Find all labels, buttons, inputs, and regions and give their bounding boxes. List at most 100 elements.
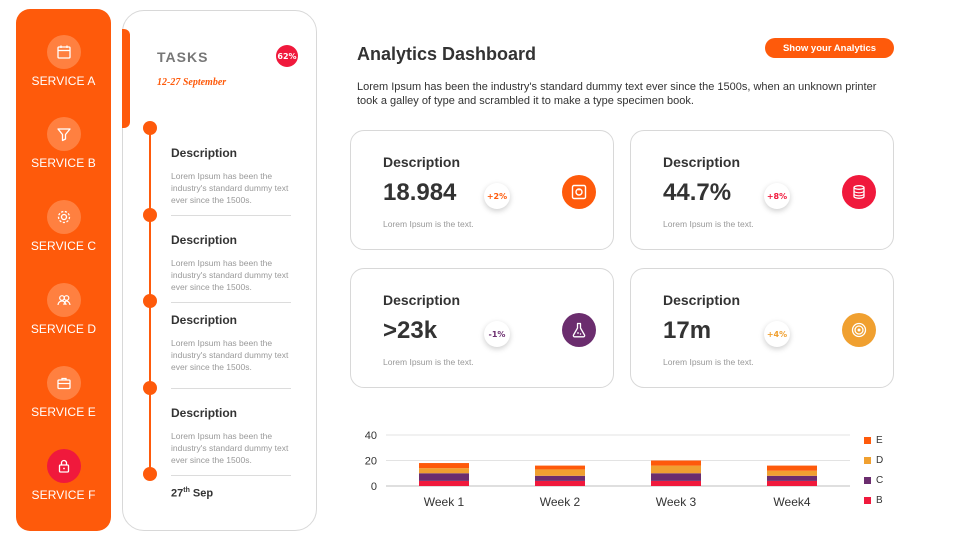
card-title: Description bbox=[383, 154, 461, 170]
y-tick-label: 40 bbox=[365, 430, 377, 442]
briefcase-icon bbox=[46, 366, 81, 400]
users-icon bbox=[46, 283, 81, 317]
timeline-item[interactable]: Description Lorem Ipsum has been the ind… bbox=[171, 406, 293, 466]
page-title: Analytics Dashboard bbox=[357, 44, 537, 64]
x-tick-label: Week 1 bbox=[424, 495, 465, 509]
card-change-badge: +2% bbox=[484, 183, 510, 209]
timeline-dot bbox=[143, 381, 157, 395]
card-title: Description bbox=[663, 292, 741, 308]
timeline-divider bbox=[171, 215, 291, 216]
card-subtext: Lorem Ipsum is the text. bbox=[663, 357, 754, 367]
card-value: 18.984 bbox=[383, 179, 457, 206]
sidebar: SERVICE A SERVICE B SERVICE C SERVICE D … bbox=[16, 9, 111, 531]
card-title: Description bbox=[383, 292, 461, 308]
timeline-item-heading: Description bbox=[171, 406, 238, 420]
x-tick-label: Week4 bbox=[773, 495, 810, 509]
sidebar-item-label: SERVICE B bbox=[31, 156, 96, 170]
sidebar-item-service-d[interactable]: SERVICE D bbox=[16, 283, 111, 336]
timeline-item[interactable]: Description Lorem Ipsum has been the ind… bbox=[171, 146, 293, 206]
bar-segment-b bbox=[651, 480, 701, 486]
sidebar-item-label: SERVICE F bbox=[31, 488, 96, 502]
card-change-badge: -1% bbox=[484, 321, 510, 347]
legend-swatch bbox=[864, 476, 871, 484]
lock-icon bbox=[46, 449, 81, 483]
bar-segment-d bbox=[767, 470, 817, 476]
show-analytics-button[interactable]: Show your Analytics bbox=[765, 38, 894, 58]
sidebar-item-service-e[interactable]: SERVICE E bbox=[16, 366, 111, 419]
bar-segment-b bbox=[535, 480, 585, 486]
metric-card[interactable]: Description 44.7% +8% Lorem Ipsum is the… bbox=[630, 130, 894, 250]
timeline-divider bbox=[171, 388, 291, 389]
timeline-item[interactable]: Description Lorem Ipsum has been the ind… bbox=[171, 313, 293, 373]
timeline-item-heading: Description bbox=[171, 146, 238, 160]
sidebar-item-service-b[interactable]: SERVICE B bbox=[16, 117, 111, 170]
legend-swatch bbox=[864, 436, 871, 444]
x-tick-label: Week 3 bbox=[656, 495, 697, 509]
end-day: 27 bbox=[171, 487, 184, 500]
card-subtext: Lorem Ipsum is the text. bbox=[383, 357, 474, 367]
bar-segment-d bbox=[535, 469, 585, 476]
legend-swatch bbox=[864, 496, 871, 504]
bar-segment-d bbox=[651, 465, 701, 474]
bar-segment-e bbox=[535, 465, 585, 470]
timeline-item[interactable]: Description Lorem Ipsum has been the ind… bbox=[171, 233, 293, 293]
bar-segment-c bbox=[767, 475, 817, 481]
timeline-end-date: 27th Sep bbox=[171, 487, 213, 500]
legend-item: B bbox=[864, 490, 883, 510]
timeline-divider bbox=[171, 475, 291, 476]
card-subtext: Lorem Ipsum is the text. bbox=[383, 219, 474, 229]
card-value: 44.7% bbox=[663, 179, 732, 206]
tasks-panel: TASKS 62% 12-27 September Description Lo… bbox=[122, 10, 317, 531]
funnel-icon bbox=[46, 117, 81, 151]
sidebar-item-service-a[interactable]: SERVICE A bbox=[16, 35, 111, 88]
bar-segment-c bbox=[535, 475, 585, 481]
flask-icon bbox=[562, 313, 596, 347]
metric-card[interactable]: Description >23k -1% Lorem Ipsum is the … bbox=[350, 268, 614, 388]
timeline-item-text: Lorem Ipsum has been the industry's stan… bbox=[171, 258, 289, 292]
end-month: Sep bbox=[192, 487, 214, 500]
target-icon bbox=[842, 313, 876, 347]
metric-card[interactable]: Description 17m +4% Lorem Ipsum is the t… bbox=[630, 268, 894, 388]
legend-swatch bbox=[864, 456, 871, 464]
legend-item: E bbox=[864, 430, 883, 450]
bar-segment-c bbox=[651, 473, 701, 481]
timeline-dot bbox=[143, 294, 157, 308]
database-icon bbox=[842, 175, 876, 209]
tasks-title: TASKS bbox=[157, 49, 209, 65]
tasks-progress-badge: 62% bbox=[276, 45, 298, 67]
timeline-dot bbox=[143, 208, 157, 222]
timeline-item-heading: Description bbox=[171, 233, 238, 247]
bar-segment-c bbox=[419, 473, 469, 481]
bar-segment-e bbox=[651, 460, 701, 466]
card-value: 17m bbox=[663, 317, 712, 344]
legend-item: D bbox=[864, 450, 883, 470]
y-tick-label: 0 bbox=[371, 481, 377, 493]
card-change-badge: +8% bbox=[764, 183, 790, 209]
stacked-bar-chart: 0 20 40 Week 1 Week 2 Week 3 Week4 bbox=[350, 422, 910, 522]
card-value: >23k bbox=[383, 317, 438, 344]
y-tick-label: 20 bbox=[365, 456, 377, 468]
sidebar-item-label: SERVICE A bbox=[31, 74, 96, 88]
sidebar-item-service-f[interactable]: SERVICE F bbox=[16, 449, 111, 502]
bar-segment-b bbox=[419, 480, 469, 486]
sidebar-item-label: SERVICE C bbox=[30, 239, 97, 253]
legend-label: B bbox=[876, 494, 883, 506]
bar-segment-e bbox=[767, 465, 817, 471]
legend-label: E bbox=[876, 434, 883, 446]
bar-segment-b bbox=[767, 480, 817, 486]
chart-canvas: 0 20 40 Week 1 Week 2 Week 3 Week4 bbox=[365, 430, 850, 509]
bar-segment-d bbox=[419, 468, 469, 474]
intro-text: Lorem Ipsum has been the industry's stan… bbox=[357, 81, 877, 107]
gear-icon bbox=[46, 200, 81, 234]
card-subtext: Lorem Ipsum is the text. bbox=[663, 219, 754, 229]
safe-icon bbox=[562, 175, 596, 209]
legend-label: D bbox=[876, 454, 884, 466]
timeline-item-text: Lorem Ipsum has been the industry's stan… bbox=[171, 338, 289, 372]
card-title: Description bbox=[663, 154, 741, 170]
bar-segment-e bbox=[419, 463, 469, 469]
metric-card[interactable]: Description 18.984 +2% Lorem Ipsum is th… bbox=[350, 130, 614, 250]
tasks-date-range: 12-27 September bbox=[157, 77, 227, 88]
timeline-item-text: Lorem Ipsum has been the industry's stan… bbox=[171, 431, 289, 465]
sidebar-item-service-c[interactable]: SERVICE C bbox=[16, 200, 111, 253]
